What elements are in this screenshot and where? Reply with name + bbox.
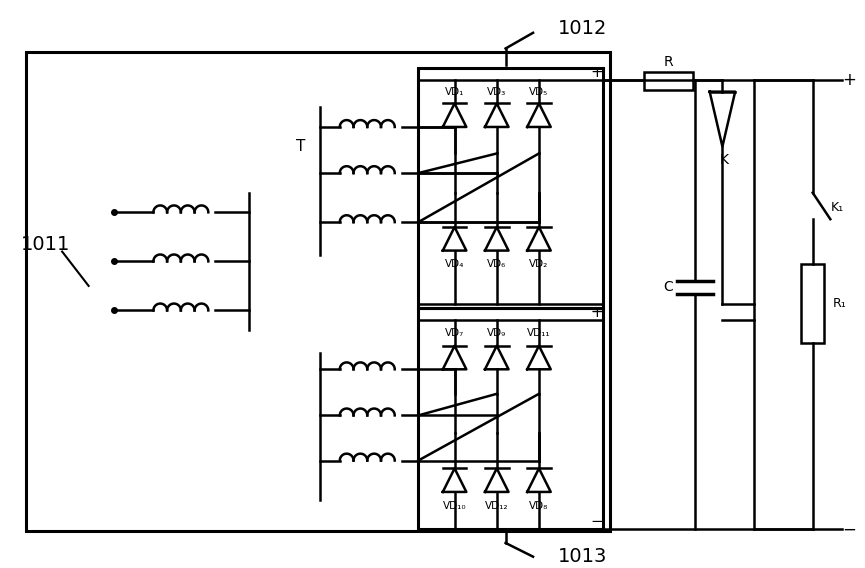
Text: +: +	[591, 305, 603, 320]
Text: VD₁₀: VD₁₀	[443, 500, 466, 511]
Text: +: +	[842, 71, 855, 89]
Text: VD₇: VD₇	[445, 328, 465, 338]
Text: C: C	[663, 280, 673, 294]
Text: VD₅: VD₅	[529, 87, 548, 97]
Text: −: −	[591, 514, 603, 529]
Text: −: −	[842, 520, 855, 538]
Text: 1011: 1011	[21, 235, 70, 254]
Text: 1012: 1012	[558, 19, 607, 39]
Text: +: +	[591, 65, 603, 80]
Text: VD₂: VD₂	[529, 260, 548, 269]
Text: VD₁₁: VD₁₁	[527, 328, 551, 338]
Bar	[419, 68, 603, 308]
Text: K₁: K₁	[830, 201, 843, 214]
Text: R₁: R₁	[832, 297, 846, 310]
Text: VD₉: VD₉	[487, 328, 506, 338]
Text: VD₁₂: VD₁₂	[485, 500, 509, 511]
Text: 1013: 1013	[558, 547, 607, 566]
Bar	[801, 264, 824, 343]
Bar	[26, 52, 610, 531]
Text: VD₁: VD₁	[445, 87, 465, 97]
Text: VD₃: VD₃	[487, 87, 506, 97]
Bar	[644, 72, 693, 90]
Bar	[419, 308, 603, 529]
Text: R: R	[663, 55, 673, 69]
Text: K: K	[720, 153, 729, 168]
Text: VD₆: VD₆	[487, 260, 506, 269]
Text: VD₈: VD₈	[529, 500, 548, 511]
Text: VD₄: VD₄	[445, 260, 465, 269]
Text: T: T	[296, 139, 305, 154]
Text: −: −	[591, 304, 603, 319]
